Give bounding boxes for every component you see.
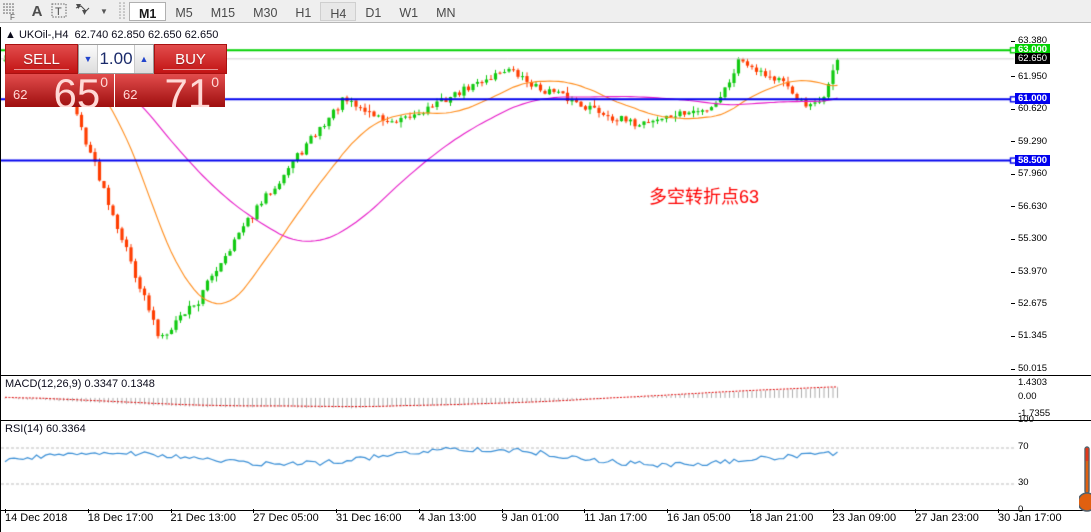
svg-text:F: F [10, 13, 15, 22]
svg-text:T: T [55, 6, 62, 18]
